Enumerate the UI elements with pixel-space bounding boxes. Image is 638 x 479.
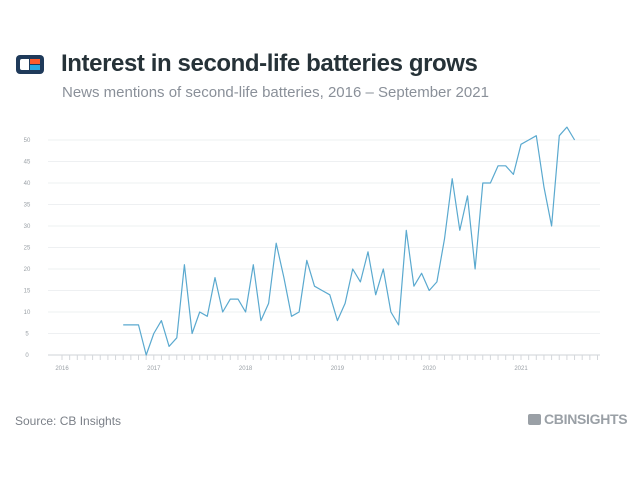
series-line [123,126,576,356]
source-note: Source: CB Insights [15,414,122,428]
brand-logo: CBINSIGHTS [528,411,628,427]
x-tick-label: 2017 [147,366,161,372]
y-tick-label: 20 [24,267,31,273]
brand-mark-icon [528,414,541,425]
y-tick-label: 15 [24,289,31,295]
x-tick-label: 2019 [331,366,345,372]
chart-title: Interest in second-life batteries grows [61,50,478,77]
y-tick-label: 50 [24,138,31,144]
x-tick-label: 2016 [55,366,69,372]
x-tick-label: 2021 [514,366,528,372]
y-tick-label: 30 [24,224,31,230]
line-chart: 0 5 10 15 20 25 30 35 40 45 50 2016 2017 2018 2019 2020… [24,126,600,372]
y-tick-label: 25 [24,246,31,252]
cb-insights-logo-icon [16,55,44,74]
y-tick-label: 40 [24,181,31,187]
chart-subtitle: News mentions of second-life batteries, … [62,84,489,101]
x-tick-label: 2018 [239,366,253,372]
x-tick-label: 2020 [423,366,437,372]
y-tick-label: 0 [25,353,29,359]
y-tick-label: 35 [24,203,31,209]
brand-text: CBINSIGHTS [544,411,628,427]
y-tick-label: 10 [24,310,31,316]
y-tick-label: 5 [25,332,29,338]
y-tick-label: 45 [24,160,31,166]
